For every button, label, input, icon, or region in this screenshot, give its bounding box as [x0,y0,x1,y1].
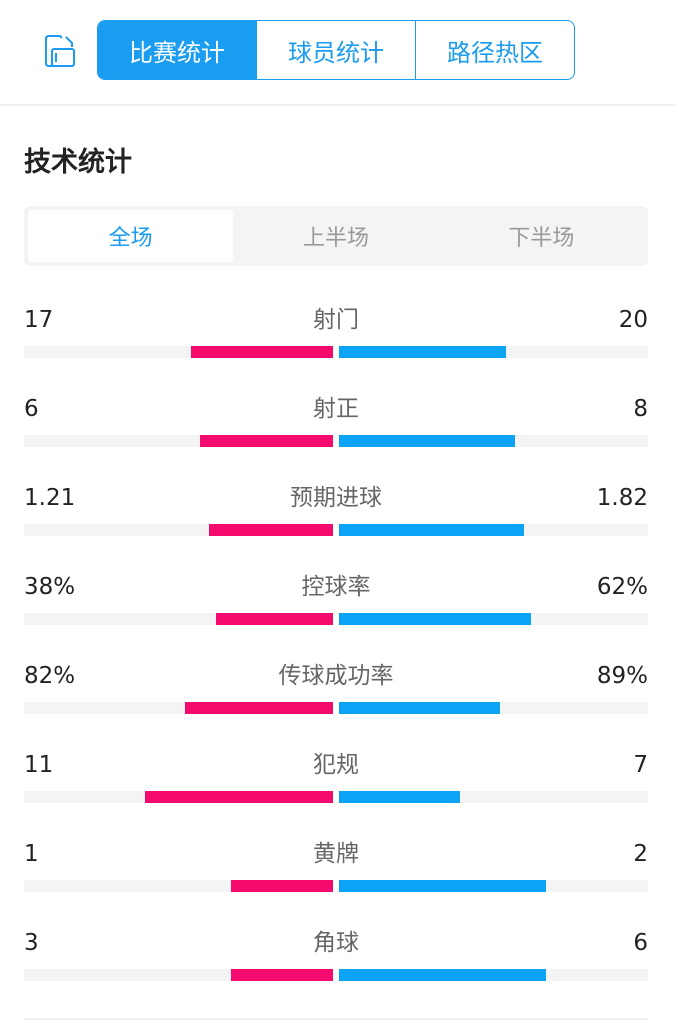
home-value: 38% [24,574,76,600]
away-bar-track [339,613,648,625]
away-bar [339,524,525,536]
away-bar [339,613,531,625]
tab-second-half[interactable]: 下半场 [508,226,575,251]
home-bar-track [24,435,333,447]
tab-player-stats[interactable]: 球员统计 [256,21,415,79]
away-value: 62% [596,574,648,600]
home-bar-track [24,702,333,714]
away-bar [339,346,506,358]
stat-row: 11 犯规 7 [24,751,648,811]
away-value: 8 [633,396,648,422]
away-bar [339,880,547,892]
stat-label: 犯规 [313,752,359,778]
home-value: 1.21 [24,485,76,511]
stat-label: 角球 [313,930,359,956]
home-bar-track [24,791,333,803]
home-bar-track [24,969,333,981]
section-title: 技术统计 [24,147,132,178]
away-value: 1.82 [596,485,648,511]
home-value: 1 [24,841,39,867]
main-tabs: 比赛统计 球员统计 路径热区 [97,20,575,80]
away-bar [339,702,500,714]
stat-label: 射正 [313,396,359,422]
home-value: 6 [24,396,39,422]
divider [24,1018,648,1020]
home-bar [231,880,333,892]
home-bar-track [24,524,333,536]
stat-row: 38% 控球率 62% [24,573,648,633]
stat-label: 黄牌 [313,841,359,867]
home-value: 17 [24,307,54,333]
away-bar-track [339,346,648,358]
tab-heatmap[interactable]: 路径热区 [415,21,574,79]
screen-rotate-icon[interactable] [42,33,78,69]
home-bar [215,613,333,625]
period-tabs: 全场 上半场 下半场 [24,206,648,266]
away-bar-track [339,791,648,803]
stat-row: 6 射正 8 [24,395,648,455]
away-bar [339,791,460,803]
away-bar [339,435,516,447]
home-bar [144,791,333,803]
stat-row: 82% 传球成功率 89% [24,662,648,722]
away-value: 89% [596,663,648,689]
tab-full-match[interactable]: 全场 [28,210,234,262]
home-value: 11 [24,752,54,778]
home-bar-track [24,346,333,358]
top-bar: 比赛统计 球员统计 路径热区 [0,0,675,106]
home-value: 82% [24,663,76,689]
away-value: 20 [618,307,648,333]
away-value: 7 [633,752,648,778]
away-value: 6 [633,930,648,956]
stat-row: 3 角球 6 [24,929,648,989]
away-bar-track [339,524,648,536]
home-bar-track [24,613,333,625]
home-bar [209,524,333,536]
home-bar [184,702,333,714]
stat-label: 预期进球 [290,485,382,511]
home-bar [190,346,333,358]
home-bar [200,435,333,447]
away-value: 2 [633,841,648,867]
home-bar [231,969,333,981]
away-bar-track [339,435,648,447]
tab-match-stats[interactable]: 比赛统计 [98,21,256,79]
stat-label: 传球成功率 [278,663,394,689]
stat-label: 控球率 [301,574,371,600]
away-bar [339,969,547,981]
home-value: 3 [24,930,39,956]
tab-first-half[interactable]: 上半场 [302,226,369,251]
stat-row: 1 黄牌 2 [24,840,648,900]
stat-label: 射门 [313,307,359,333]
away-bar-track [339,880,648,892]
away-bar-track [339,969,648,981]
stat-row: 1.21 预期进球 1.82 [24,484,648,544]
home-bar-track [24,880,333,892]
stat-row: 17 射门 20 [24,306,648,366]
away-bar-track [339,702,648,714]
